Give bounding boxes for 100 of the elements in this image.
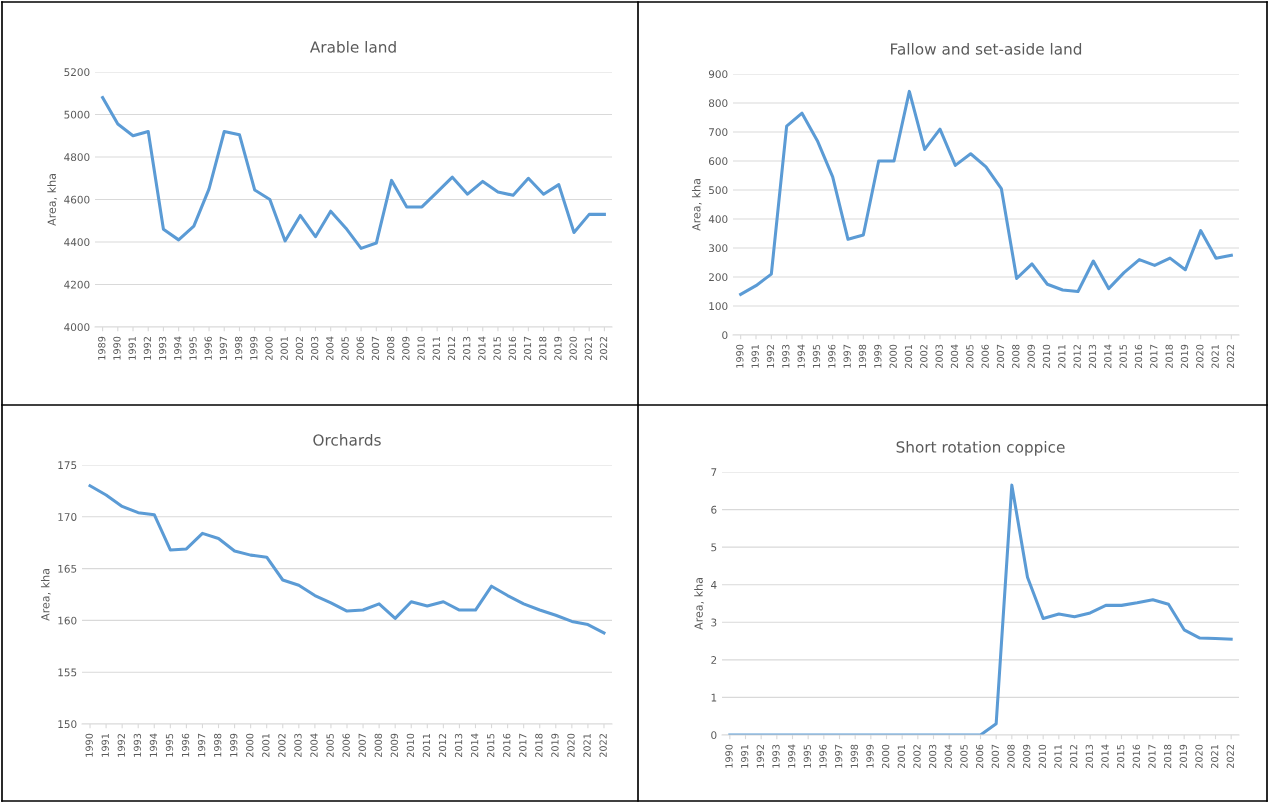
y-tick-label: 6	[711, 505, 717, 514]
x-tick-label: 2007	[991, 744, 999, 769]
y-tick-label: 175	[58, 461, 77, 470]
x-tick-label: 2013	[454, 733, 463, 758]
x-tick-label: 2002	[913, 745, 921, 769]
x-tick-label: 1990	[85, 733, 93, 757]
x-tick-label: 2008	[1007, 744, 1015, 769]
x-tick-label: 1997	[834, 744, 843, 768]
x-tick-label: 2022	[1226, 745, 1234, 769]
y-tick-label: 0	[711, 731, 717, 740]
x-tick-label: 2017	[519, 733, 527, 758]
y-tick-label: 5200	[64, 68, 90, 77]
x-tick-label: 2008	[1012, 344, 1020, 369]
x-tick-label: 2020	[1196, 344, 1204, 369]
x-tick-label: 1992	[117, 734, 125, 757]
y-tick-label: 4	[711, 581, 717, 589]
y-tick-label: 0	[722, 331, 728, 340]
line-series	[88, 484, 606, 635]
y-tick-label: 600	[708, 157, 728, 166]
x-tick-label: 1995	[803, 744, 811, 768]
x-tick-label: 2000	[881, 744, 890, 769]
x-tick-label: 1991	[751, 344, 759, 368]
x-tick-label: 1994	[174, 336, 182, 360]
y-tick-label: 5	[711, 543, 717, 552]
x-tick-label: 2003	[294, 733, 302, 758]
x-tick-label: 2016	[1132, 744, 1140, 769]
x-tick-label: 2006	[975, 744, 984, 769]
x-tick-label: 2010	[417, 336, 425, 361]
chart-title: Orchards	[313, 433, 381, 446]
x-tick-label: 2022	[1226, 345, 1235, 369]
x-tick-label: 2009	[1027, 344, 1035, 369]
x-tick-label: 2015	[493, 336, 501, 361]
x-tick-label: 2006	[342, 733, 350, 758]
chart-title: Arable land	[309, 40, 396, 53]
x-tick-label: 2012	[447, 337, 456, 361]
x-tick-label: 2020	[1195, 744, 1203, 769]
x-tick-label: 1993	[158, 336, 167, 360]
x-tick-label: 2020	[569, 336, 577, 361]
x-tick-label: 2021	[583, 733, 591, 758]
x-tick-label: 2007	[358, 733, 366, 758]
y-axis-title: Area, kha	[691, 179, 702, 231]
x-tick-label: 2001	[904, 344, 913, 369]
x-tick-label: 1998	[213, 733, 222, 757]
y-tick-label: 170	[58, 513, 77, 521]
x-tick-label: 1992	[143, 337, 152, 360]
x-tick-label: 1993	[133, 733, 142, 757]
y-tick-label: 3	[711, 618, 717, 627]
x-tick-label: 2016	[503, 733, 511, 758]
y-tick-label: 4600	[64, 195, 90, 204]
x-tick-label: 1993	[772, 744, 780, 768]
y-tick-label: 165	[58, 564, 77, 573]
x-tick-label: 2010	[406, 733, 415, 758]
x-tick-label: 2003	[310, 336, 319, 361]
x-tick-label: 2012	[1069, 745, 1078, 769]
x-tick-label: 1999	[230, 733, 238, 757]
x-tick-label: 2005	[960, 744, 968, 769]
x-tick-label: 1996	[204, 336, 212, 360]
x-tick-label: 2001	[280, 336, 288, 361]
y-tick-label: 155	[58, 668, 77, 677]
x-tick-label: 2019	[1179, 744, 1187, 769]
y-axis-title: Area, kha	[694, 578, 704, 630]
x-tick-label: 2013	[1085, 744, 1093, 769]
x-tick-label: 1994	[797, 344, 805, 368]
x-tick-label: 2014	[478, 336, 486, 361]
x-tick-label: 2003	[928, 744, 937, 769]
x-tick-label: 1991	[740, 744, 749, 768]
x-tick-label: 2016	[508, 336, 516, 361]
x-tick-label: 2021	[1211, 344, 1219, 369]
x-tick-label: 1992	[756, 745, 764, 768]
x-tick-label: 2014	[470, 733, 479, 758]
x-tick-label: 2007	[371, 336, 380, 361]
x-tick-label: 1994	[787, 744, 796, 768]
x-tick-label: 2022	[599, 337, 608, 361]
x-tick-label: 2021	[584, 336, 593, 361]
y-tick-label: 800	[708, 99, 728, 108]
x-tick-label: 2017	[1150, 344, 1158, 369]
y-tick-label: 2	[711, 656, 717, 664]
y-tick-label: 1	[711, 693, 717, 702]
x-tick-label: 2018	[1165, 344, 1173, 369]
x-tick-label: 2008	[374, 733, 382, 758]
y-tick-label: 200	[709, 273, 728, 282]
x-tick-label: 2006	[356, 336, 364, 361]
y-tick-label: 7	[711, 468, 717, 476]
x-tick-label: 2000	[889, 344, 897, 369]
x-tick-label: 1997	[843, 344, 851, 368]
x-tick-label: 1991	[128, 336, 136, 360]
x-tick-label: 1991	[101, 733, 109, 757]
x-tick-label: 2019	[551, 733, 559, 758]
y-tick-label: 5000	[64, 110, 90, 119]
x-tick-label: 2009	[1022, 744, 1031, 769]
x-tick-label: 2014	[1101, 744, 1109, 769]
x-tick-label: 1996	[819, 744, 827, 768]
x-tick-label: 1999	[866, 744, 874, 768]
x-tick-label: 2018	[535, 733, 543, 758]
x-tick-label: 2004	[326, 336, 334, 361]
x-tick-label: 1995	[165, 733, 174, 757]
x-tick-label: 1995	[812, 344, 821, 368]
x-tick-label: 1995	[189, 336, 197, 360]
x-tick-label: 2001	[262, 733, 270, 758]
x-tick-label: 2016	[1134, 344, 1143, 369]
